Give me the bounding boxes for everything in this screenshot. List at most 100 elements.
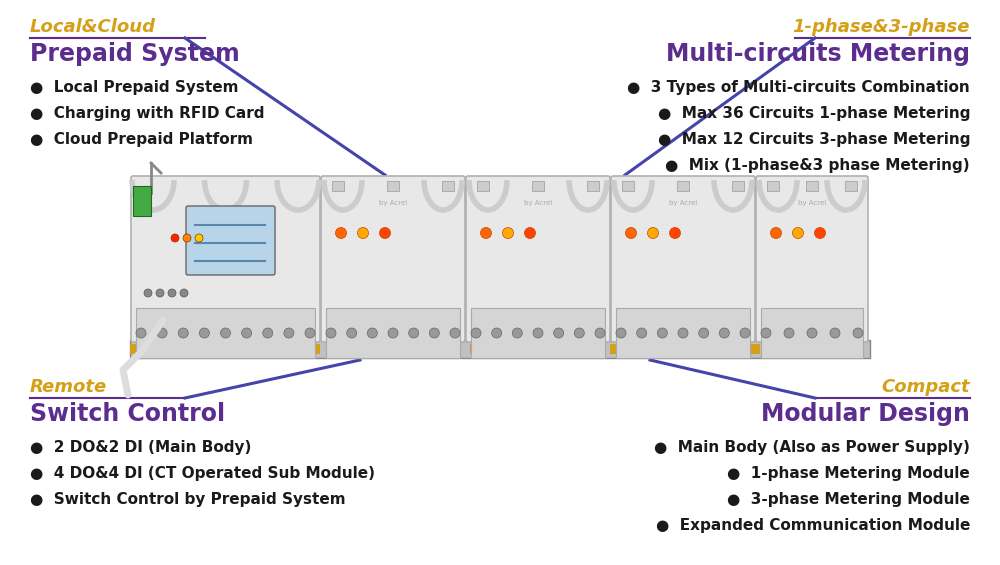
Circle shape	[367, 328, 377, 338]
FancyBboxPatch shape	[756, 176, 868, 342]
Bar	[750, 344, 760, 354]
Bar	[850, 344, 860, 354]
Bar	[622, 181, 634, 191]
Circle shape	[336, 228, 347, 238]
Text: ●  1-phase Metering Module: ● 1-phase Metering Module	[727, 466, 970, 481]
Circle shape	[637, 328, 647, 338]
Circle shape	[358, 228, 368, 238]
Text: Remote: Remote	[30, 378, 107, 396]
Bar	[532, 181, 544, 191]
Bar	[590, 344, 600, 354]
Bar	[616, 308, 750, 358]
Text: by Acrel: by Acrel	[798, 200, 826, 206]
Text: ●  Switch Control by Prepaid System: ● Switch Control by Prepaid System	[30, 492, 346, 507]
Bar	[170, 344, 180, 354]
Circle shape	[770, 228, 782, 238]
Circle shape	[626, 228, 637, 238]
Text: ●  2 DO&2 DI (Main Body): ● 2 DO&2 DI (Main Body)	[30, 440, 251, 455]
Circle shape	[284, 328, 294, 338]
Circle shape	[524, 228, 536, 238]
Circle shape	[670, 228, 680, 238]
Bar	[510, 344, 520, 354]
Circle shape	[574, 328, 584, 338]
Text: ●  Max 12 Circuits 3-phase Metering: ● Max 12 Circuits 3-phase Metering	[658, 132, 970, 147]
Bar	[390, 344, 400, 354]
Bar	[550, 344, 560, 354]
FancyBboxPatch shape	[131, 176, 320, 342]
Circle shape	[471, 328, 481, 338]
Text: ●  Cloud Prepaid Platform: ● Cloud Prepaid Platform	[30, 132, 253, 147]
FancyBboxPatch shape	[611, 176, 755, 342]
Circle shape	[450, 328, 460, 338]
FancyBboxPatch shape	[466, 176, 610, 342]
Bar	[332, 181, 344, 191]
Text: ●  Expanded Communication Module: ● Expanded Communication Module	[656, 518, 970, 533]
Circle shape	[853, 328, 863, 338]
Text: ●  Main Body (Also as Power Supply): ● Main Body (Also as Power Supply)	[654, 440, 970, 455]
Bar	[670, 344, 680, 354]
Bar	[430, 344, 440, 354]
Bar	[133, 186, 151, 216]
Text: ●  Local Prepaid System: ● Local Prepaid System	[30, 80, 239, 95]
Circle shape	[429, 328, 439, 338]
Bar	[732, 181, 744, 191]
Text: Modular Design: Modular Design	[761, 402, 970, 426]
Bar	[710, 344, 720, 354]
Circle shape	[595, 328, 605, 338]
Text: Prepaid System: Prepaid System	[30, 42, 240, 66]
Bar	[690, 344, 700, 354]
Bar	[630, 344, 640, 354]
Circle shape	[503, 228, 514, 238]
Bar	[650, 344, 660, 354]
Circle shape	[616, 328, 626, 338]
Circle shape	[512, 328, 522, 338]
Bar	[250, 344, 260, 354]
Circle shape	[554, 328, 564, 338]
Bar	[410, 344, 420, 354]
Bar	[570, 344, 580, 354]
Circle shape	[180, 289, 188, 297]
Bar	[387, 181, 399, 191]
Bar	[136, 308, 315, 358]
Bar	[130, 344, 140, 354]
Text: by Acrel: by Acrel	[669, 200, 697, 206]
Circle shape	[699, 328, 709, 338]
Circle shape	[492, 328, 502, 338]
Circle shape	[380, 228, 390, 238]
Text: ●  3 Types of Multi-circuits Combination: ● 3 Types of Multi-circuits Combination	[627, 80, 970, 95]
Circle shape	[784, 328, 794, 338]
Bar	[150, 344, 160, 354]
Circle shape	[178, 328, 188, 338]
Bar	[845, 181, 857, 191]
Circle shape	[347, 328, 357, 338]
Circle shape	[326, 328, 336, 338]
Bar	[730, 344, 740, 354]
Bar	[830, 344, 840, 354]
Bar	[450, 344, 460, 354]
Circle shape	[199, 328, 209, 338]
FancyBboxPatch shape	[186, 206, 275, 275]
Circle shape	[814, 228, 826, 238]
FancyBboxPatch shape	[321, 176, 465, 342]
Circle shape	[136, 328, 146, 338]
Bar	[470, 344, 480, 354]
Text: Switch Control: Switch Control	[30, 402, 225, 426]
Circle shape	[168, 289, 176, 297]
Circle shape	[195, 234, 203, 242]
Circle shape	[807, 328, 817, 338]
Circle shape	[220, 328, 230, 338]
Circle shape	[648, 228, 658, 238]
Bar	[806, 181, 818, 191]
Circle shape	[657, 328, 667, 338]
Text: Local&Cloud: Local&Cloud	[30, 18, 156, 36]
Circle shape	[305, 328, 315, 338]
Circle shape	[719, 328, 729, 338]
Bar	[290, 344, 300, 354]
Bar	[210, 344, 220, 354]
Bar	[310, 344, 320, 354]
Circle shape	[263, 328, 273, 338]
Bar	[790, 344, 800, 354]
Bar	[471, 308, 605, 358]
Circle shape	[533, 328, 543, 338]
Bar	[190, 344, 200, 354]
